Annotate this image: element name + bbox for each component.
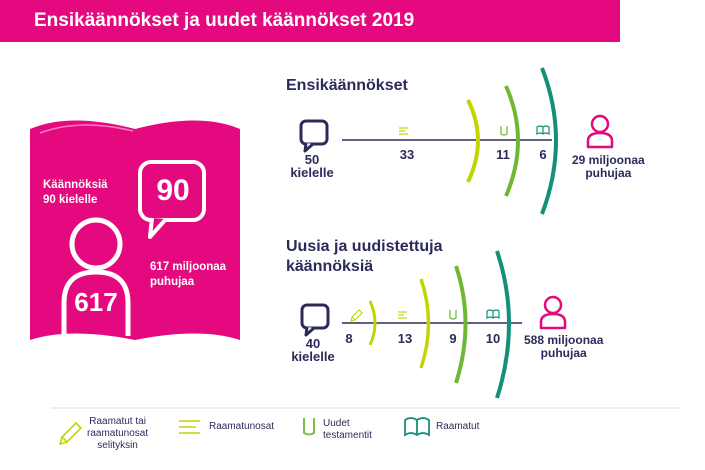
bottom-arc-bibles xyxy=(495,250,511,399)
bottom-pencil-icon xyxy=(350,309,363,322)
top-new-testament-icon xyxy=(500,126,508,136)
top-speech-bubble-icon xyxy=(299,119,329,153)
top-new-testaments-value: 11 xyxy=(496,147,510,162)
book-person-number: 617 xyxy=(74,287,118,317)
book-bubble-number: 90 xyxy=(156,174,190,207)
legend-bible-icon xyxy=(404,417,430,437)
top-arc-new-testaments xyxy=(504,85,520,197)
top-bibles-value: 6 xyxy=(539,147,547,162)
bottom-arc-stories xyxy=(368,300,377,346)
legend-item-new-testaments: Uudet testamentit xyxy=(323,418,372,441)
bottom-person-icon xyxy=(539,295,567,330)
bottom-stories-value: 8 xyxy=(345,331,353,346)
bottom-bible-icon xyxy=(486,309,500,320)
new-translations-title: Uusia ja uudistettuja käännöksiä xyxy=(286,238,443,275)
top-bible-icon xyxy=(536,125,550,136)
top-arc-bibles xyxy=(540,67,558,215)
legend-scripture-portions-icon xyxy=(179,420,200,434)
legend-pencil-icon xyxy=(58,421,83,446)
bottom-new-testament-icon xyxy=(449,310,457,320)
bottom-bibles-value: 10 xyxy=(485,331,501,346)
open-book-icon xyxy=(30,120,240,340)
bottom-arc-new-testaments xyxy=(454,265,468,384)
legend-item-portions: Raamatunosat xyxy=(209,421,275,432)
bottom-languages-number: 40 xyxy=(305,336,321,351)
bottom-arc-portions xyxy=(419,278,431,369)
top-arc-portions xyxy=(466,99,480,183)
top-scripture-portions-icon xyxy=(399,127,408,135)
first-translations-title: Ensikäännökset xyxy=(286,77,408,94)
book-person-icon xyxy=(61,217,131,336)
bottom-new-testaments-value: 9 xyxy=(449,331,457,346)
top-portions-value: 33 xyxy=(399,147,415,162)
bottom-languages-label: kielelle xyxy=(291,349,335,364)
bottom-portions-value: 13 xyxy=(397,331,413,346)
bottom-speakers-text: 588 miljoonaa puhujaa xyxy=(524,333,604,360)
book-speech-bubble-icon xyxy=(138,160,206,239)
top-languages-label: kielelle xyxy=(290,165,334,180)
legend-item-bibles: Raamatut xyxy=(436,421,480,432)
book-speakers-text: 617 miljoonaa puhujaa xyxy=(150,261,227,288)
legend-new-testament-icon xyxy=(303,418,315,436)
book-caption: Käännöksiä 90 kielelle xyxy=(43,179,108,206)
legend-item-stories: Raamatut tai raamatunosat selityksin xyxy=(87,416,149,451)
top-languages-number: 50 xyxy=(304,152,320,167)
top-speakers-text: 29 miljoonaa puhujaa xyxy=(572,153,645,180)
top-person-icon xyxy=(586,114,614,149)
page-title: Ensikäännökset ja uudet käännökset 2019 xyxy=(0,0,620,42)
bottom-scripture-portions-icon xyxy=(398,311,407,319)
bottom-speech-bubble-icon xyxy=(300,303,330,337)
